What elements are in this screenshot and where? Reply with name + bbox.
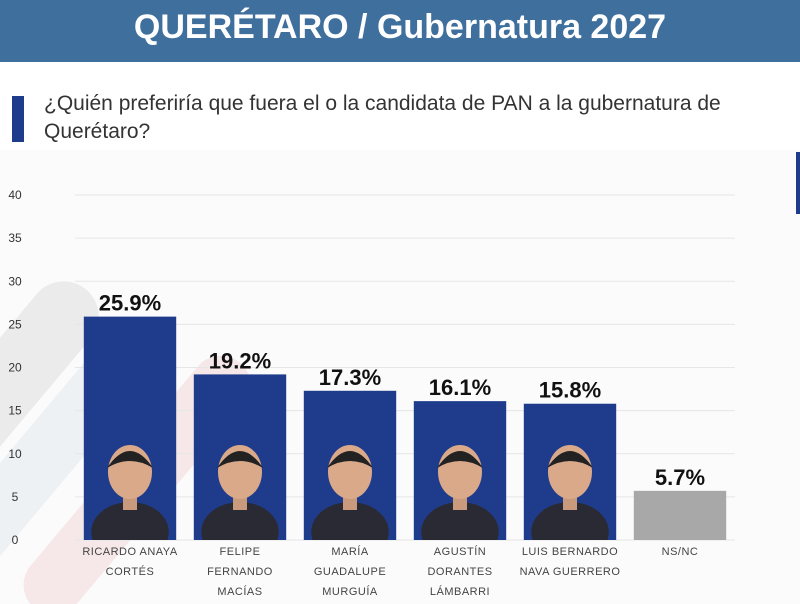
x-tick-label: AGUSTÍN DORANTES LÁMBARRI bbox=[427, 546, 493, 598]
value-label: 19.2% bbox=[209, 348, 271, 373]
x-tick-label: LUIS BERNARDO NAVA GUERRERO bbox=[519, 546, 621, 578]
y-tick-label: 25 bbox=[8, 317, 22, 331]
y-tick-label: 10 bbox=[8, 447, 22, 461]
photo-body bbox=[91, 502, 169, 540]
candidate-photo bbox=[311, 445, 389, 540]
edge-decoration bbox=[796, 152, 800, 214]
y-tick-label: 0 bbox=[12, 533, 19, 547]
y-tick-label: 30 bbox=[8, 274, 22, 288]
photo-group bbox=[531, 445, 609, 540]
photo-hair bbox=[217, 451, 263, 468]
y-tick-label: 35 bbox=[8, 231, 22, 245]
value-label: 16.1% bbox=[429, 375, 491, 400]
value-label: 15.8% bbox=[539, 378, 601, 403]
photo-group bbox=[201, 445, 279, 540]
photo-body bbox=[311, 502, 389, 540]
photo-body bbox=[421, 502, 499, 541]
photo-body bbox=[201, 502, 279, 540]
photo-group bbox=[311, 445, 389, 540]
candidate-photo bbox=[91, 445, 169, 540]
x-tick-label: NS/NC bbox=[661, 546, 699, 558]
header-title: QUERÉTARO / Gubernatura 2027 bbox=[0, 0, 800, 62]
photo-hair bbox=[437, 451, 483, 468]
y-tick-label: 20 bbox=[8, 361, 22, 375]
photo-group bbox=[421, 445, 499, 541]
x-tick-label: FELIPE FERNANDO MACÍAS bbox=[207, 546, 273, 598]
bar bbox=[633, 490, 727, 540]
candidate-photo bbox=[531, 445, 609, 540]
x-tick-label: MARÍA GUADALUPE MURGUÍA GUTIÉRREZ bbox=[313, 546, 387, 598]
y-tick-label: 5 bbox=[12, 490, 19, 504]
subtitle-marker bbox=[12, 96, 24, 142]
photo-group bbox=[91, 445, 169, 540]
value-label: 25.9% bbox=[99, 291, 161, 316]
photo-hair bbox=[547, 451, 593, 468]
subtitle: ¿Quién preferiría que fuera el o la cand… bbox=[44, 92, 721, 143]
photo-hair bbox=[327, 451, 373, 468]
value-label: 17.3% bbox=[319, 365, 381, 390]
candidate-photo bbox=[201, 445, 279, 540]
photo-body bbox=[531, 502, 609, 540]
candidate-photo bbox=[421, 445, 499, 541]
value-label: 5.7% bbox=[655, 465, 705, 490]
y-tick-label: 40 bbox=[8, 188, 22, 202]
photo-hair bbox=[107, 451, 153, 468]
x-tick-label: RICARDO ANAYA CORTÉS bbox=[82, 546, 178, 578]
y-tick-label: 15 bbox=[8, 404, 22, 418]
